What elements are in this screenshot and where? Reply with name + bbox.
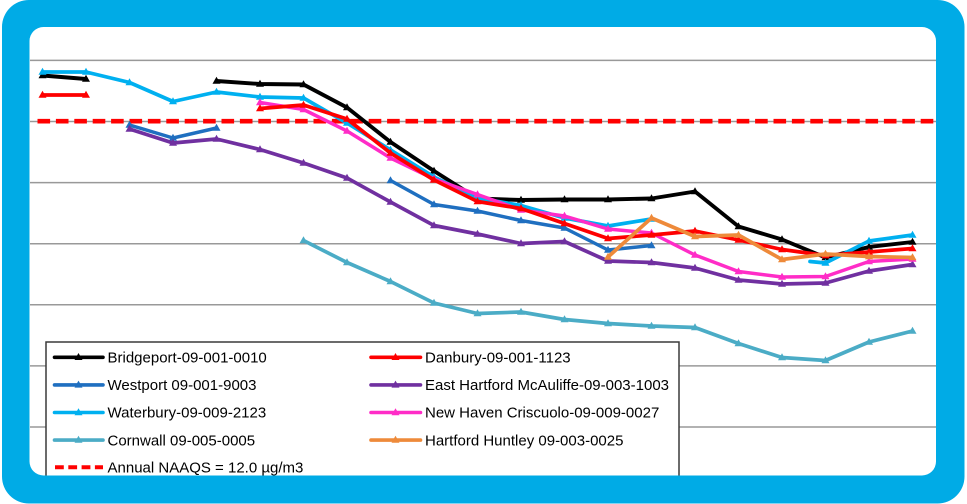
svg-text:Danbury-09-001-1123: Danbury-09-001-1123: [425, 350, 571, 367]
svg-text:East Hartford McAuliffe-09-003: East Hartford McAuliffe-09-003-1003: [425, 377, 669, 394]
svg-text:Waterbury-09-009-2123: Waterbury-09-009-2123: [108, 405, 267, 422]
svg-text:New Haven Criscuolo-09-009-002: New Haven Criscuolo-09-009-0027: [425, 405, 659, 422]
svg-text:Westport 09-001-9003: Westport 09-001-9003: [108, 377, 257, 394]
svg-text:Hartford Huntley 09-003-0025: Hartford Huntley 09-003-0025: [425, 432, 623, 449]
svg-text:Bridgeport-09-001-0010: Bridgeport-09-001-0010: [108, 350, 267, 367]
svg-text:Cornwall 09-005-0005: Cornwall 09-005-0005: [108, 432, 256, 449]
svg-text:Annual NAAQS = 12.0 µg/m3: Annual NAAQS = 12.0 µg/m3: [108, 460, 304, 477]
